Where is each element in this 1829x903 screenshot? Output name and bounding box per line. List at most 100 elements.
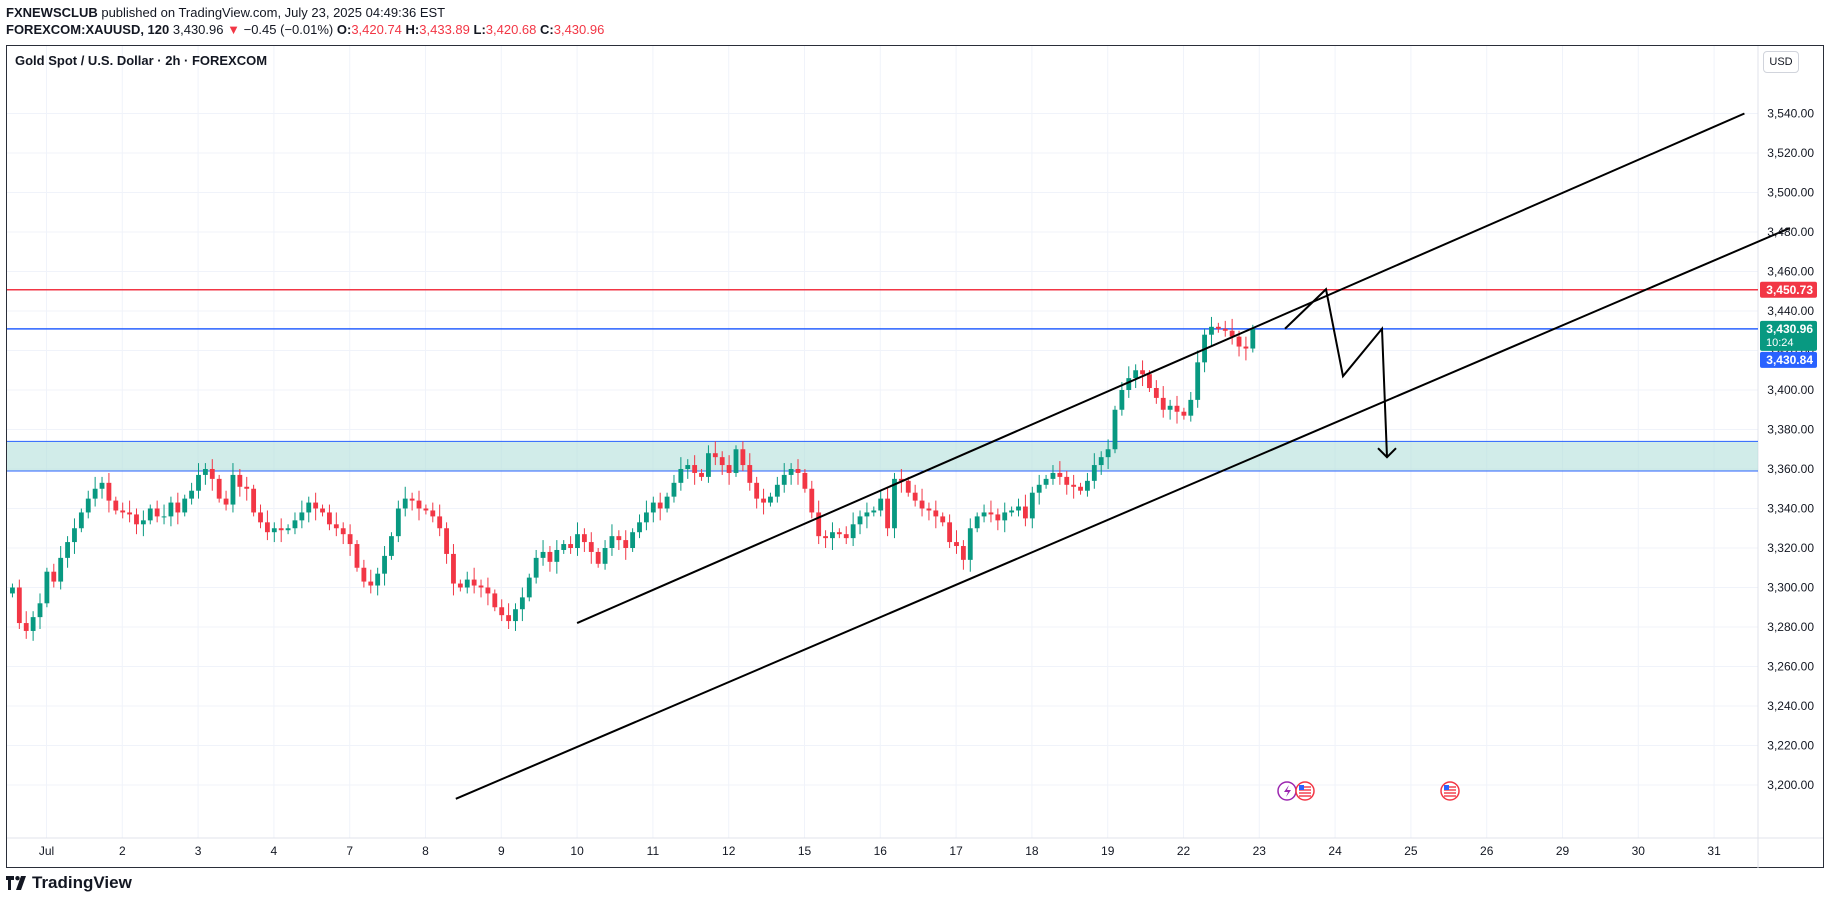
candle: [919, 488, 925, 517]
candle: [147, 504, 153, 525]
candle: [1140, 360, 1145, 387]
candle: [1029, 486, 1035, 529]
publisher-name[interactable]: FXNEWSCLUB: [6, 5, 98, 20]
candle: [175, 492, 181, 525]
candle-body: [747, 465, 753, 483]
candle: [237, 469, 243, 497]
candle: [1181, 407, 1187, 420]
candle-body: [768, 496, 773, 503]
candle-body: [1153, 388, 1159, 398]
y-tick-label: 3,280.00: [1767, 620, 1814, 634]
high-label: H:: [405, 22, 420, 37]
currency-button[interactable]: USD: [1763, 51, 1799, 73]
candle-body: [781, 474, 787, 485]
candle: [513, 603, 518, 631]
candle-body: [802, 472, 808, 489]
candle: [878, 490, 884, 517]
ohlc-info: FOREXCOM:XAUUSD, 120 3,430.96 ▼ −0.45 (−…: [6, 22, 604, 37]
tradingview-logo-icon: [6, 876, 26, 890]
candle-body: [981, 512, 987, 517]
candle-body: [788, 469, 794, 475]
candle: [850, 512, 856, 547]
candle-body: [416, 500, 422, 509]
candle-body: [864, 512, 870, 517]
candle: [630, 528, 636, 552]
candle-body: [451, 553, 456, 584]
x-tick-label: 19: [1101, 844, 1115, 858]
candle-body: [58, 557, 64, 582]
candle-body: [643, 512, 649, 523]
candle-body: [271, 528, 277, 533]
candle: [1133, 364, 1139, 389]
candle-body: [389, 536, 394, 556]
x-tick-label: 2: [119, 844, 126, 858]
candle: [140, 510, 146, 537]
candle: [416, 490, 422, 521]
candle: [1243, 336, 1249, 361]
candle: [602, 540, 608, 570]
candle-body: [547, 551, 553, 562]
candle-body: [37, 603, 43, 618]
candle: [506, 603, 512, 629]
candle: [65, 536, 70, 568]
candle-body: [1022, 506, 1028, 519]
candle: [58, 546, 64, 590]
candle-body: [919, 500, 925, 509]
candle-body: [740, 449, 746, 466]
candle: [1009, 506, 1015, 517]
candle: [230, 463, 236, 513]
current-price-tag-text: 3,430.96: [1766, 322, 1813, 336]
candle: [464, 571, 470, 594]
candle-body: [327, 512, 332, 525]
candle: [781, 463, 787, 493]
candle: [223, 490, 229, 511]
candle: [1222, 320, 1228, 337]
x-tick-label: 15: [798, 844, 812, 858]
candle: [788, 463, 794, 485]
bid-price-tag-bg: [1760, 351, 1817, 368]
candle: [974, 512, 980, 533]
y-tick-label: 3,400.00: [1767, 383, 1814, 397]
candle: [540, 540, 546, 566]
publish-info: FXNEWSCLUB published on TradingView.com,…: [6, 5, 445, 20]
open-label: O:: [336, 22, 352, 37]
candle: [1078, 482, 1083, 495]
candle: [106, 472, 112, 513]
candle: [637, 514, 642, 539]
candle-body: [1009, 510, 1015, 513]
candle: [1112, 405, 1118, 454]
candle-body: [1043, 478, 1049, 485]
resistance-price-tag-bg: [1760, 281, 1817, 298]
candle: [113, 496, 119, 515]
candle-body: [361, 567, 367, 582]
candle: [685, 459, 691, 479]
candle-body: [313, 502, 319, 509]
candle-body: [1064, 476, 1070, 485]
candle-body: [795, 469, 801, 473]
candle: [643, 500, 649, 531]
x-tick-label: 25: [1404, 844, 1418, 858]
candle: [1188, 391, 1194, 422]
candle: [575, 522, 580, 556]
candle: [678, 457, 684, 491]
candle: [182, 494, 188, 517]
candle-body: [761, 498, 766, 503]
candle-body: [843, 534, 849, 539]
flag-canton: [1444, 785, 1449, 790]
tradingview-logo[interactable]: TradingView: [6, 873, 132, 893]
candle-body: [1016, 506, 1021, 511]
us-flag-icon: [1295, 781, 1315, 801]
candle: [1064, 470, 1070, 495]
candle-body: [202, 469, 208, 475]
candle-body: [623, 540, 629, 548]
candle-body: [1002, 512, 1008, 521]
candle: [499, 599, 505, 622]
candle: [382, 546, 387, 586]
candle-body: [99, 482, 105, 489]
candle-body: [113, 500, 119, 511]
candle-body: [1174, 405, 1180, 412]
candle: [561, 540, 567, 554]
candle: [333, 512, 339, 537]
candle-body: [134, 514, 139, 525]
